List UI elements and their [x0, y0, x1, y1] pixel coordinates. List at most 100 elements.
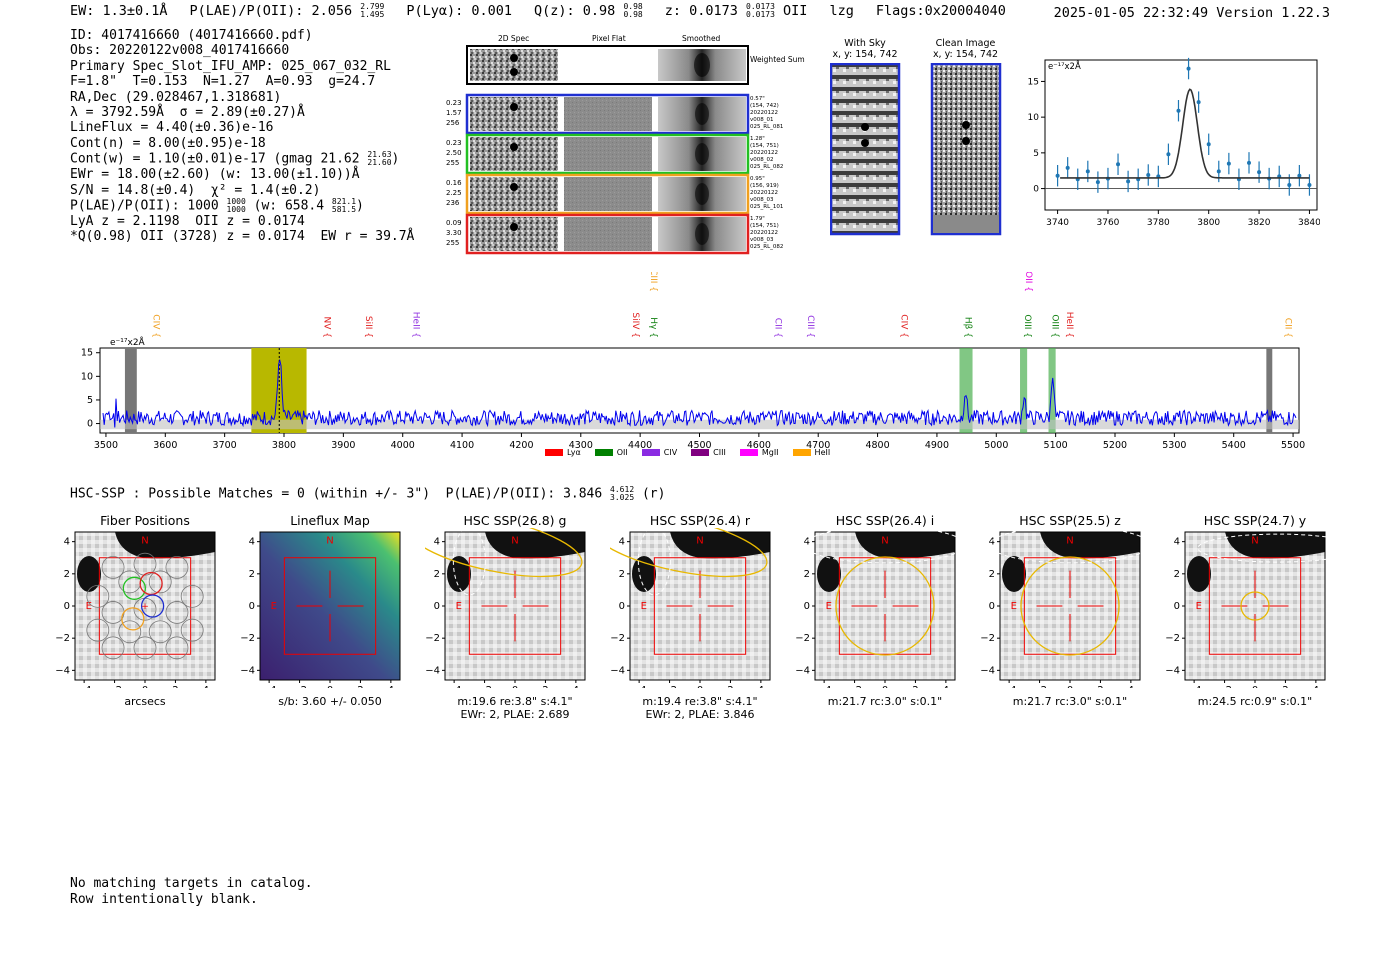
line-id-label: NV {: [321, 317, 331, 338]
footer-line-2: Row intentionally blank.: [70, 891, 258, 907]
legend-swatch: [691, 449, 710, 456]
bright-source-blob: [77, 556, 101, 592]
compass-east: E: [641, 601, 647, 612]
fiber-row-value: 1.57: [446, 109, 462, 117]
panel-caption: m:21.7 rc:3.0" s:0.1": [1012, 695, 1128, 708]
aperture-box: [283, 557, 377, 655]
line-window-band: [1048, 348, 1056, 433]
full-xtick: 4500: [687, 440, 711, 451]
fiber-row-meta: v008_02: [750, 157, 774, 163]
fiber-2d-blob: [510, 143, 518, 151]
zoom-point: [1206, 142, 1211, 147]
fiber-row-meta: 20220122: [750, 110, 778, 116]
fiber-row-value: 255: [446, 159, 459, 167]
full-xtick: 4200: [509, 440, 533, 451]
panel-xtick: 4: [758, 685, 764, 688]
panel-ytick: 4: [619, 537, 625, 548]
fiber-circle: [165, 601, 189, 624]
fiber-circle: [118, 620, 142, 644]
panel-title: HSC SSP(25.5) z: [1019, 513, 1121, 528]
fiber-2d-blob: [510, 223, 518, 231]
aperture-box: [838, 557, 932, 655]
panel-xtick: 4: [943, 685, 949, 688]
panel-frame: [1184, 531, 1326, 681]
hsc-panel: −4 −4 −2 −2 0 0 2 2 4 4 N E: [610, 528, 771, 688]
legend-item: Lyα: [545, 448, 581, 457]
fiber-smooth-blob: [695, 143, 709, 165]
hsc-panel: −4 −4 −2 −2 0 0 2 2 4 4 N E: [240, 531, 401, 688]
panel-ytick: −4: [610, 665, 625, 676]
panel-xtick: −2: [847, 685, 862, 688]
legend-swatch: [594, 449, 613, 456]
fiber-row-value: 2.25: [446, 189, 462, 197]
full-xtick: 4700: [806, 440, 830, 451]
line-id-label: CIII {: [648, 272, 658, 292]
info-q: *Q(0.98) OII (3728) z = 0.0174 EW r = 39…: [70, 229, 415, 245]
zoom-ytick: 10: [1028, 113, 1040, 123]
sky-images: [830, 63, 1002, 236]
col-smoothed: Smoothed: [682, 34, 721, 43]
bright-source-blob: [1187, 556, 1211, 592]
zoom-point: [1176, 108, 1181, 113]
line-legend: Lyα OII CIV CIII MgII HeII: [545, 448, 844, 457]
zoom-point: [1216, 169, 1221, 174]
fiber-circle: [86, 618, 110, 642]
ew-value: EW: 1.3±0.1Å: [70, 3, 168, 19]
zoom-point: [1126, 179, 1131, 184]
fiber-circle: [180, 584, 204, 608]
info-params: F=1.8" T=0.153 N=1.27 A=0.93 g=24.7: [70, 74, 376, 90]
line-id-label: HeII {: [410, 312, 420, 338]
line-id-label: CII {: [1282, 318, 1292, 338]
full-ytick: 15: [81, 348, 93, 359]
info-ewr: EWr = 18.00(±2.60) (w: 13.00(±1.10))Å: [70, 167, 360, 183]
aperture-ellipse-dashed: [637, 528, 671, 596]
panel-xtick: 4: [1313, 685, 1319, 688]
aperture-box: [653, 557, 747, 655]
plae-value: P(LAE)/P(OII): 2.056 2.799 1.495: [189, 2, 385, 20]
clean-image: [930, 63, 1002, 236]
panel-ytick: −4: [1165, 665, 1180, 676]
zoom-xtick: 3840: [1298, 218, 1320, 228]
panel-ytick: −2: [425, 633, 440, 644]
target-marker: +: [141, 602, 149, 612]
panel-ytick: 4: [989, 537, 995, 548]
hsc-panel: −4 −4 −2 −2 0 0 2 2 4 4 N E: [795, 528, 965, 688]
zoom-ytick: 0: [1033, 185, 1039, 195]
line-id-label: CIV {: [150, 314, 160, 338]
hsc-panel: −4 −4 −2 −2 0 0 2 2 4 4 N E +: [55, 531, 216, 688]
fiber-circle: [148, 570, 172, 594]
zoom-point: [1146, 173, 1151, 177]
panel-ytick: 2: [804, 569, 810, 580]
legend-swatch: [739, 449, 758, 456]
compass-east: E: [1011, 601, 1017, 612]
compass-north: N: [326, 536, 333, 547]
fiber-circle: [101, 555, 125, 579]
aperture-box: [1023, 557, 1117, 655]
line-id-label: OII {: [1023, 272, 1033, 292]
panel-xtick: 2: [172, 685, 178, 688]
lzg-label: lzg: [829, 3, 854, 19]
zoom-point: [1065, 165, 1070, 170]
fiber-row-value: 255: [446, 239, 459, 247]
fiber-circle: [133, 636, 157, 660]
info-contn: Cont(n) = 8.00(±0.95)e-18: [70, 135, 266, 151]
fiber-row-value: 0.09: [446, 219, 462, 227]
panel-title: HSC SSP(24.7) y: [1203, 513, 1307, 528]
zoom-point: [1166, 152, 1171, 157]
fiber-row-meta: 20220122: [750, 190, 778, 196]
fiber-smooth-blob: [695, 103, 709, 125]
aperture-ellipse-dashed: [804, 528, 965, 564]
fiber-row-value: 2.50: [446, 149, 462, 157]
panel-ytick: 2: [64, 569, 70, 580]
legend-swatch: [641, 449, 660, 456]
panel-ytick: −2: [240, 633, 255, 644]
hsc-panel: −4 −4 −2 −2 0 0 2 2 4 4 N E: [1165, 531, 1335, 688]
panel-ytick: −2: [795, 633, 810, 644]
panel-ytick: 4: [1174, 537, 1180, 548]
zoom-point: [1095, 180, 1100, 185]
fiber-flat-image: [564, 137, 652, 171]
panel-ytick: 4: [64, 537, 70, 548]
info-lya: LyA z = 2.1198 OII z = 0.0174: [70, 214, 305, 230]
panel-xtick: −2: [1032, 685, 1047, 688]
full-xtick: 3900: [331, 440, 355, 451]
